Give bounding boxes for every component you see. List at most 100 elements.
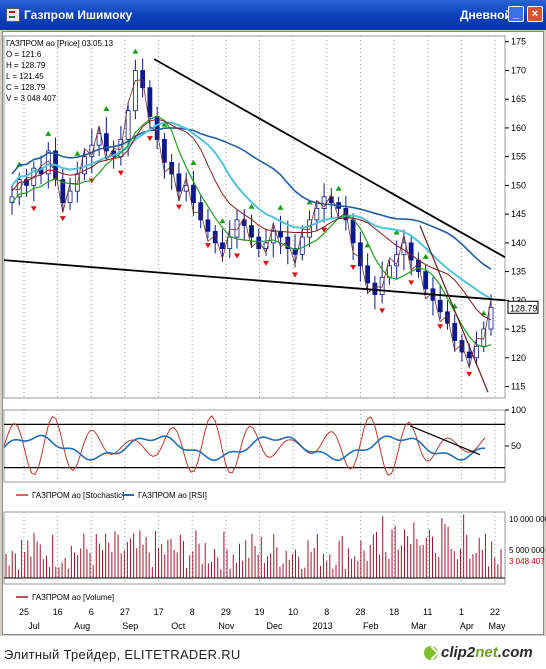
price-tick-label: 140 [511,238,526,248]
candle-body [292,248,298,255]
window-titlebar: Газпром Ишимоку Дневной _ × [0,0,546,30]
tenkan-line [11,115,492,348]
candle-body [125,110,131,140]
price-tick-label: 170 [511,65,526,75]
candle-body [278,230,283,238]
candle-body [162,139,167,163]
osc-tick-label: 100 [511,405,526,415]
price-legend-line: O = 121.6 [6,50,42,59]
candle-body [372,282,378,295]
candle-body [16,179,22,198]
sell-signal-marker [379,308,386,314]
sell-signal-marker [233,253,240,259]
candle-body [176,173,182,192]
price-tick-label: 145 [511,209,526,219]
volume-tick-label: 5 000 000 [509,546,545,555]
candle-body [474,345,479,359]
month-label: Nov [218,621,235,631]
kijun-line [11,118,492,321]
price-legend-line: L = 121.45 [6,72,44,81]
sell-signal-marker [204,243,211,249]
sell-signal-marker [466,371,473,377]
clip2net-brand[interactable]: clip2net.com [441,644,533,661]
price-tick-label: 155 [511,152,526,162]
close-button[interactable]: × [527,6,543,22]
window-title: Газпром Ишимоку [24,8,133,22]
last-price-box [507,300,539,314]
candle-body [212,230,218,244]
candle-body [249,225,254,238]
buy-signal-marker [74,150,81,156]
stochastic-line [3,414,486,476]
candle-body [67,190,73,204]
candle-body [103,133,109,152]
kumo-span-a-line [11,121,492,300]
candle-body [452,322,458,341]
volume-tick-label: 10 000 000 [509,515,546,524]
candle-body [365,265,371,284]
candle-body [408,242,414,261]
sell-signal-marker [146,136,153,142]
price-legend-line: C = 128.79 [6,83,46,92]
price-legend-line: V = 3 048 407 [6,94,57,103]
date-tick-label: 17 [154,607,164,617]
candle-body [488,306,494,330]
price-tick-label: 115 [511,382,525,392]
osc-tick-label: 50 [511,441,521,451]
panel-frame-0 [3,35,506,399]
candle-body [234,219,240,238]
candle-body [140,70,146,89]
date-tick-label: 29 [221,607,231,617]
candle-body [437,299,443,313]
panel-frame-1 [3,409,506,483]
stochastic-legend-label: ГАЗПРОМ ао [Stochastic] [32,491,124,500]
rsi-trendline [409,425,481,456]
date-tick-label: 28 [355,607,365,617]
month-label: May [488,621,506,631]
candle-body [198,202,204,221]
date-tick-label: 6 [89,607,94,617]
candle-body [357,242,363,267]
date-tick-label: 8 [324,607,329,617]
candle-body [147,87,153,117]
month-label: 2013 [313,621,333,631]
sell-signal-marker [175,204,182,210]
date-tick-label: 27 [120,607,130,617]
candle-body [394,253,400,267]
sell-signal-marker [437,324,444,330]
kumo-span-b-line [11,127,492,270]
candle-body [60,179,66,204]
candle-body [314,207,320,221]
candle-body [24,179,29,186]
site-caption: Элитный Трейдер, ELITETRADER.RU [4,647,241,662]
resistance-trendline [153,58,506,259]
candle-body [205,219,211,232]
sell-signal-marker [263,260,270,266]
month-label: Jul [28,621,40,631]
date-tick-label: 8 [190,607,195,617]
footer: Элитный Трейдер, ELITETRADER.RU clip2net… [0,636,546,669]
price-tick-label: 135 [511,267,526,277]
minimize-button[interactable]: _ [508,6,524,22]
candle-body [423,271,429,290]
price-tick-label: 175 [511,37,526,47]
timeframe-label: Дневной [460,8,512,22]
candle-body [270,230,276,244]
candle-body [466,351,472,359]
buy-signal-marker [480,310,487,316]
date-tick-label: 10 [288,607,298,617]
candle-body [241,219,247,227]
price-legend-line: ГАЗПРОМ ао [Price] 03.05.13 [6,39,114,48]
sell-signal-marker [350,264,357,270]
date-tick-label: 1 [459,607,464,617]
app-icon [6,8,20,22]
rsi-legend-label: ГАЗПРОМ ао [RSI] [138,491,207,500]
date-tick-label: 16 [53,607,63,617]
sell-signal-marker [30,206,37,212]
price-tick-label: 150 [511,180,526,190]
sell-signal-marker [117,170,124,176]
price-tick-label: 120 [511,353,526,363]
buy-signal-marker [45,130,52,136]
chikou-line [11,79,492,370]
buy-signal-marker [103,105,110,111]
